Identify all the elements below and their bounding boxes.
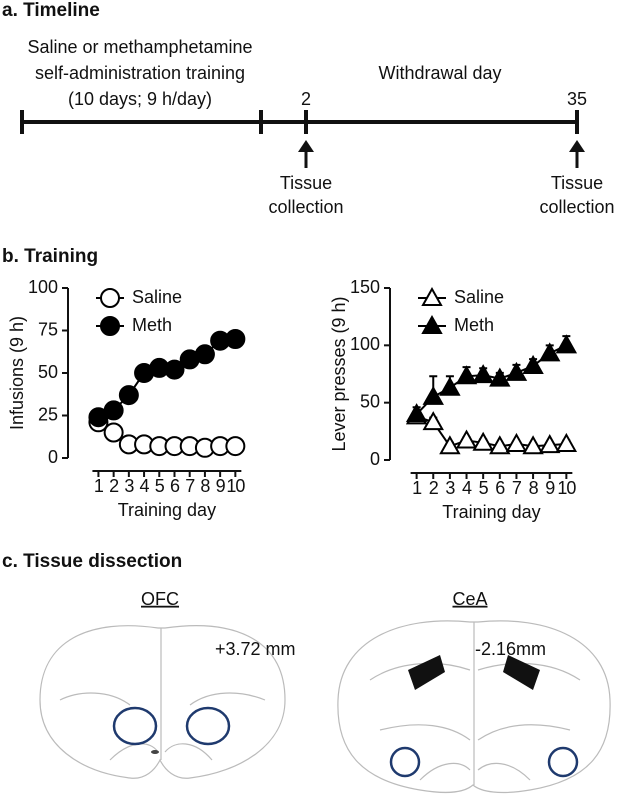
data-point xyxy=(194,344,215,365)
x-axis-label: Training day xyxy=(118,500,216,520)
panel-title: b. Training xyxy=(2,246,98,267)
data-point xyxy=(472,364,494,384)
phase-label: self-administration training xyxy=(35,63,245,83)
brain-section-ofc xyxy=(39,625,286,779)
data-point xyxy=(489,367,511,387)
x-tick-label: 2 xyxy=(429,478,439,498)
x-axis-label: Training day xyxy=(442,502,540,522)
panel-title: a. Timeline xyxy=(2,0,100,21)
arrow xyxy=(298,140,314,152)
data-point xyxy=(455,365,478,385)
panel-title: c. Tissue dissection xyxy=(2,551,182,572)
withdrawal-label: Withdrawal day xyxy=(378,63,501,83)
event-label: collection xyxy=(268,197,343,217)
x-tick-label: 9 xyxy=(216,476,226,496)
x-tick-label: 10 xyxy=(557,478,576,498)
day-label: 2 xyxy=(301,89,311,109)
y-tick-label: 150 xyxy=(350,277,380,297)
legend-label: Meth xyxy=(132,315,172,335)
series-line xyxy=(416,415,567,448)
coordinate-label: +3.72 mm xyxy=(215,639,296,659)
x-tick-label: 9 xyxy=(545,478,555,498)
coordinate-label: -2.16mm xyxy=(475,639,546,659)
data-point xyxy=(455,429,478,449)
y-tick-label: 50 xyxy=(360,391,380,411)
y-tick-label: 0 xyxy=(370,449,380,469)
legend-label: Saline xyxy=(454,287,504,307)
region-label: OFC xyxy=(141,589,179,609)
x-tick-label: 7 xyxy=(185,476,195,496)
event-label: Tissue xyxy=(551,173,603,193)
y-tick-label: 50 xyxy=(38,362,58,382)
x-tick-label: 6 xyxy=(170,476,180,496)
x-tick-label: 5 xyxy=(479,478,489,498)
legend-label: Meth xyxy=(454,315,494,335)
legend-marker xyxy=(100,316,120,336)
x-tick-label: 8 xyxy=(529,478,539,498)
x-tick-label: 2 xyxy=(109,476,119,496)
y-axis-label: Lever presses (9 h) xyxy=(329,296,349,451)
y-tick-label: 0 xyxy=(48,447,58,467)
x-tick-label: 3 xyxy=(445,478,455,498)
y-tick-label: 75 xyxy=(38,319,58,339)
data-point xyxy=(422,385,444,405)
data-point xyxy=(439,376,461,396)
data-point xyxy=(555,334,578,354)
y-tick-label: 100 xyxy=(350,334,380,354)
arrow xyxy=(569,140,585,152)
x-tick-label: 6 xyxy=(495,478,505,498)
data-point xyxy=(489,435,511,455)
y-axis-label: Infusions (9 h) xyxy=(7,316,27,430)
phase-label: Saline or methamphetamine xyxy=(27,37,252,57)
data-point xyxy=(164,359,185,380)
data-point xyxy=(422,411,444,431)
legend-marker xyxy=(421,286,443,306)
data-point xyxy=(505,432,528,452)
data-point xyxy=(103,400,124,421)
data-point xyxy=(505,361,528,381)
x-tick-label: 5 xyxy=(155,476,165,496)
x-tick-label: 10 xyxy=(226,476,245,496)
y-tick-label: 100 xyxy=(28,277,58,297)
data-point xyxy=(555,432,578,452)
data-point xyxy=(539,342,561,362)
phase-detail: (10 days; 9 h/day) xyxy=(68,89,212,109)
x-tick-label: 4 xyxy=(140,476,150,496)
data-point xyxy=(472,431,494,451)
timeline-axis xyxy=(20,110,579,168)
legend-label: Saline xyxy=(132,287,182,307)
x-tick-label: 3 xyxy=(124,476,134,496)
data-point xyxy=(225,436,246,457)
data-point xyxy=(103,422,124,443)
event-label: collection xyxy=(539,197,614,217)
x-tick-label: 4 xyxy=(462,478,472,498)
data-point xyxy=(522,354,544,374)
x-tick-label: 1 xyxy=(412,478,422,498)
data-point xyxy=(225,329,246,349)
legend-marker xyxy=(421,314,443,334)
data-point xyxy=(539,434,561,454)
x-tick-label: 7 xyxy=(512,478,522,498)
data-point xyxy=(118,385,139,406)
region-label: CeA xyxy=(452,589,487,609)
x-tick-label: 1 xyxy=(94,476,104,496)
brain-section-cea xyxy=(337,620,611,794)
data-point xyxy=(405,403,428,423)
data-point xyxy=(439,435,461,455)
legend-marker xyxy=(100,288,120,308)
data-point xyxy=(522,435,544,455)
event-label: Tissue xyxy=(280,173,332,193)
x-tick-label: 8 xyxy=(200,476,210,496)
y-tick-label: 25 xyxy=(38,404,58,424)
day-label: 35 xyxy=(567,89,587,109)
